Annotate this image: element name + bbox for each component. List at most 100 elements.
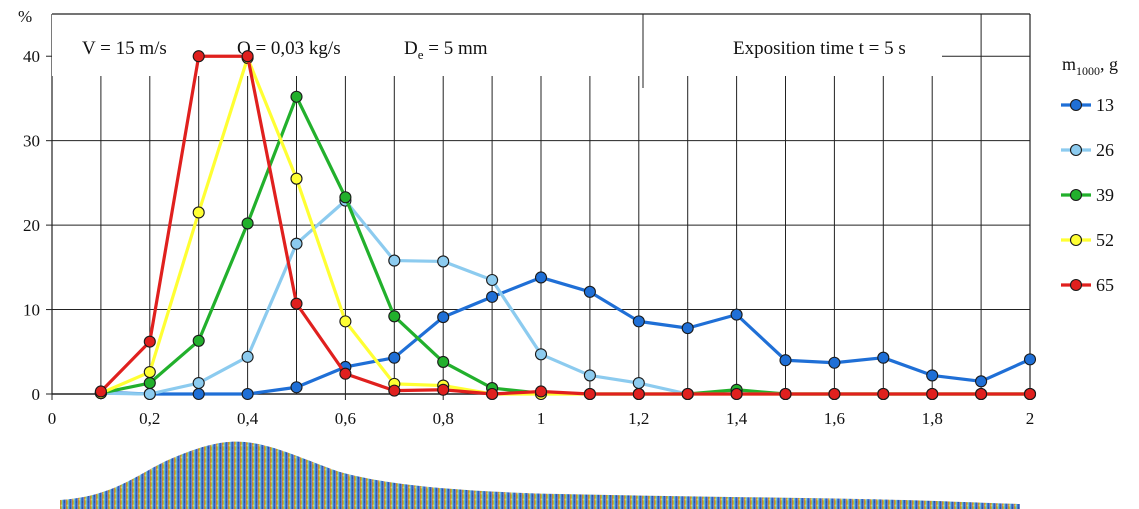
data-point: [486, 290, 499, 303]
legend-label: 13: [1096, 95, 1114, 115]
data-point: [437, 355, 450, 368]
data-point: [975, 387, 988, 401]
data-point: [437, 383, 450, 396]
y-tick-label: 30: [23, 132, 40, 151]
data-point: [1023, 353, 1037, 366]
series-line-39: [100, 95, 1030, 396]
x-tick-label: 0,4: [237, 409, 259, 428]
legend-label: 52: [1096, 230, 1114, 250]
flow-annotation: Q = 0,03 kg/s: [237, 38, 341, 59]
data-point: [143, 376, 156, 390]
legend: m1000, g 13 26 39 52 65: [1061, 54, 1118, 295]
data-point: [632, 387, 645, 401]
legend-label: 65: [1096, 275, 1114, 295]
data-point: [388, 384, 401, 397]
data-point: [143, 365, 156, 379]
y-axis-unit-label: %: [18, 7, 32, 26]
velocity-annotation: V = 15 m/s: [82, 38, 167, 59]
x-tick-label: 1,4: [726, 409, 748, 428]
data-point: [143, 387, 156, 401]
series-39: [94, 90, 1037, 401]
data-point: [192, 50, 205, 63]
legend-item-26: 26: [1061, 140, 1114, 160]
particle-heap-image: [60, 441, 1020, 509]
x-tick-label: 0: [48, 409, 57, 428]
series-13: [94, 271, 1037, 401]
data-point: [975, 375, 988, 388]
series-26: [94, 194, 1037, 401]
data-point: [290, 237, 303, 250]
legend-marker: [1069, 143, 1083, 157]
legend-marker: [1069, 98, 1083, 112]
data-point: [877, 351, 890, 364]
data-point: [241, 350, 254, 363]
data-point: [290, 172, 303, 185]
data-point: [290, 90, 303, 103]
series-line-52: [100, 56, 1030, 396]
data-point: [143, 335, 156, 348]
legend-label: 39: [1096, 185, 1114, 205]
legend-marker: [1069, 188, 1083, 202]
exposition-time-annotation: Exposition time t = 5 s: [733, 38, 906, 59]
y-tick-label: 20: [23, 216, 40, 235]
x-tick-label: 1,6: [824, 409, 845, 428]
data-point: [94, 385, 107, 398]
legend-marker: [1069, 233, 1083, 247]
y-tick-label: 10: [23, 301, 40, 320]
x-tick-label: 0,8: [433, 409, 454, 428]
y-tick-label: 0: [32, 385, 41, 404]
data-point: [339, 191, 352, 204]
legend-item-13: 13: [1061, 95, 1114, 115]
data-point: [681, 387, 694, 401]
data-point: [339, 367, 352, 380]
x-tick-label: 1,2: [628, 409, 649, 428]
data-point: [339, 315, 352, 328]
data-point: [779, 354, 792, 367]
data-point: [486, 387, 499, 401]
legend-item-39: 39: [1061, 185, 1114, 205]
data-point: [192, 387, 205, 401]
data-point: [926, 369, 939, 382]
y-tick-label: 40: [23, 47, 40, 66]
series-52: [94, 51, 1037, 401]
data-point: [1023, 387, 1037, 401]
legend-item-52: 52: [1061, 230, 1114, 250]
data-point: [583, 369, 596, 382]
data-point: [437, 311, 450, 324]
data-point: [534, 271, 548, 284]
x-tick-label: 2: [1026, 409, 1035, 428]
data-point: [486, 273, 499, 287]
data-point: [241, 50, 254, 63]
series-line-65: [99, 54, 1030, 396]
data-point: [241, 217, 254, 230]
data-point: [828, 387, 841, 401]
data-point: [241, 387, 254, 401]
data-point: [877, 387, 890, 401]
legend-label: 26: [1096, 140, 1114, 160]
data-point: [192, 334, 205, 347]
series: [94, 50, 1037, 401]
data-point: [192, 376, 205, 390]
data-point: [828, 356, 841, 369]
data-point: [730, 308, 743, 321]
data-point: [730, 387, 743, 401]
data-point: [632, 376, 645, 390]
data-point: [583, 387, 596, 401]
x-tick-label: 0,6: [335, 409, 356, 428]
data-point: [290, 381, 303, 394]
legend-marker: [1069, 278, 1083, 292]
x-tick-label: 0,2: [139, 409, 160, 428]
data-point: [534, 385, 548, 398]
data-point: [388, 254, 401, 267]
series-line-26: [100, 199, 1030, 396]
diameter-annotation: De = 5 mm: [404, 38, 488, 62]
legend-item-65: 65: [1061, 275, 1114, 295]
data-point: [437, 255, 450, 268]
data-point: [583, 285, 596, 298]
annotation-box: [52, 14, 942, 76]
x-tick-label: 1,8: [922, 409, 943, 428]
data-point: [388, 310, 401, 323]
data-point: [192, 206, 205, 219]
